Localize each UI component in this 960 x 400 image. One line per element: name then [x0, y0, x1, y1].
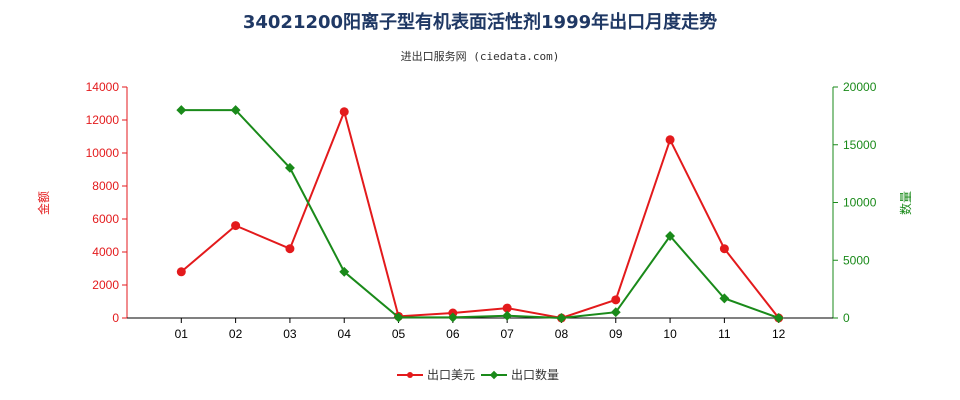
- data-point-usd: [502, 303, 512, 313]
- data-point-qty: [339, 266, 350, 277]
- data-point-usd: [665, 135, 675, 145]
- data-point-qty: [230, 105, 241, 116]
- y-left-tick-label: 4000: [92, 245, 119, 259]
- data-point-qty: [447, 312, 458, 323]
- y-axis-right-label: 数量: [898, 191, 913, 215]
- y-left-tick-label: 2000: [92, 278, 119, 292]
- x-tick-label: 10: [663, 327, 677, 341]
- legend-label-usd: 出口美元: [427, 368, 475, 382]
- x-tick-label: 05: [392, 327, 406, 341]
- x-tick-label: 02: [229, 327, 243, 341]
- legend-marker-qty: [489, 370, 499, 380]
- y-right-tick-label: 15000: [843, 138, 877, 152]
- data-point-qty: [502, 310, 513, 321]
- x-tick-label: 12: [772, 327, 786, 341]
- series-layer: [176, 105, 784, 323]
- data-point-usd: [176, 267, 186, 277]
- data-point-usd: [285, 244, 295, 254]
- series-line-qty: [181, 109, 780, 320]
- x-tick-label: 04: [338, 327, 352, 341]
- chart-subtitle: 进出口服务网 (ciedata.com): [401, 49, 560, 63]
- data-point-qty: [284, 162, 295, 173]
- data-point-usd: [719, 244, 729, 254]
- data-point-qty: [610, 307, 621, 318]
- y-left-tick-label: 10000: [86, 146, 120, 160]
- y-right-tick-label: 10000: [843, 196, 877, 210]
- y-right-tick-label: 5000: [843, 253, 870, 267]
- data-point-qty: [176, 105, 187, 116]
- series-line-usd: [180, 108, 780, 320]
- x-tick-label: 01: [175, 327, 189, 341]
- data-point-usd: [611, 295, 621, 305]
- y-right-tick-label: 20000: [843, 80, 877, 94]
- legend: 出口美元 出口数量: [397, 367, 559, 382]
- legend-label-qty: 出口数量: [511, 367, 559, 382]
- data-point-qty: [665, 231, 676, 241]
- y-left-tick-label: 12000: [86, 113, 120, 127]
- x-tick-label: 08: [555, 327, 569, 341]
- axes: 0200040006000800010000120001400005000100…: [86, 80, 877, 341]
- y-axis-left-label: 金额: [36, 191, 51, 215]
- chart-title: 34021200阳离子型有机表面活性剂1999年出口月度走势: [243, 11, 717, 33]
- x-tick-label: 09: [609, 327, 623, 341]
- data-point-usd: [339, 107, 349, 117]
- x-tick-label: 06: [446, 327, 460, 341]
- x-tick-label: 03: [283, 327, 297, 341]
- x-tick-label: 07: [500, 327, 514, 341]
- y-left-tick-label: 8000: [92, 179, 119, 193]
- legend-marker-usd: [407, 372, 413, 378]
- data-point-qty: [773, 313, 784, 323]
- data-point-usd: [231, 221, 241, 231]
- y-left-tick-label: 14000: [86, 80, 120, 94]
- y-right-tick-label: 0: [843, 311, 850, 325]
- data-point-qty: [719, 293, 730, 304]
- data-point-qty: [393, 312, 404, 323]
- y-left-tick-label: 6000: [92, 212, 119, 226]
- data-point-qty: [556, 313, 567, 323]
- x-tick-label: 11: [718, 327, 731, 341]
- y-left-tick-label: 0: [112, 311, 119, 325]
